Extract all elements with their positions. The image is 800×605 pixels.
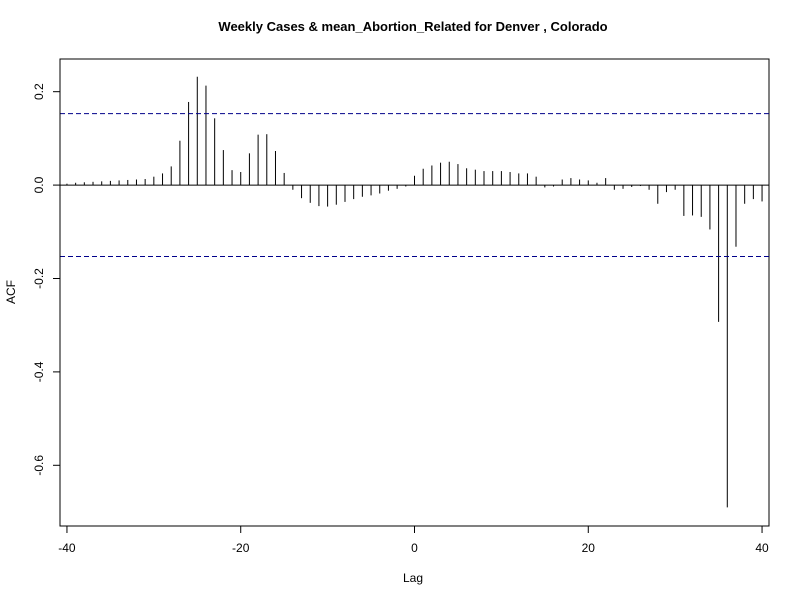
- x-tick-label: 40: [755, 541, 769, 555]
- y-tick-label: 0.2: [32, 83, 46, 100]
- y-tick-label: -0.2: [32, 268, 46, 289]
- x-tick-label: -20: [232, 541, 250, 555]
- y-tick-label: -0.6: [32, 455, 46, 476]
- y-tick-label: 0.0: [32, 176, 46, 193]
- chart-title: Weekly Cases & mean_Abortion_Related for…: [218, 19, 607, 34]
- x-tick-label: -40: [58, 541, 76, 555]
- x-tick-label: 20: [582, 541, 596, 555]
- x-axis-label: Lag: [403, 571, 423, 585]
- y-tick-label: -0.4: [32, 361, 46, 382]
- confidence-bounds: [60, 113, 769, 258]
- y-axis: -0.6 -0.4 -0.2 0.0 0.2: [32, 83, 61, 476]
- y-axis-label: ACF: [4, 280, 18, 304]
- acf-bars: [66, 76, 763, 508]
- plot-frame: [59, 58, 770, 527]
- x-tick-label: 0: [411, 541, 418, 555]
- x-axis: -40 -20 0 20 40: [58, 525, 769, 555]
